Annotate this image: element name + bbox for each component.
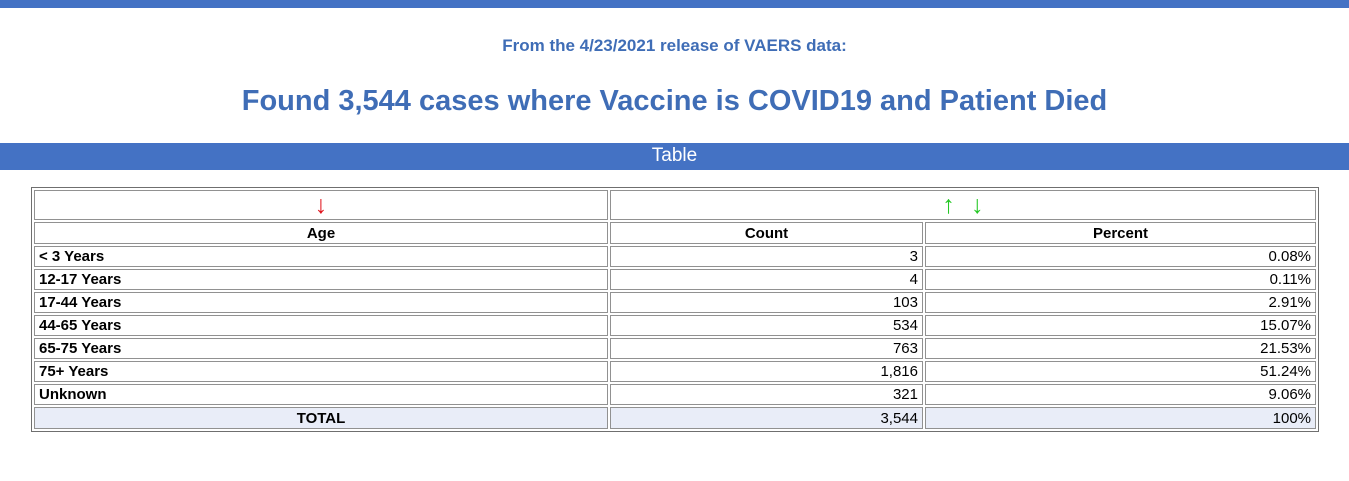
table-row: 65-75 Years 763 21.53% xyxy=(34,338,1317,359)
results-table: ↓ ↑ ↓ Age Count Percent < 3 Years 3 0.08… xyxy=(31,187,1320,432)
table-section-header: Table xyxy=(0,143,1349,170)
percent-value-cell: 21.53% xyxy=(925,338,1317,359)
table-row: 17-44 Years 103 2.91% xyxy=(34,292,1317,313)
table-row: 44-65 Years 534 15.07% xyxy=(34,315,1317,336)
column-header-row: Age Count Percent xyxy=(34,222,1317,244)
release-subtitle: From the 4/23/2021 release of VAERS data… xyxy=(502,36,847,55)
percent-value-cell: 9.06% xyxy=(925,384,1317,405)
count-value-cell: 763 xyxy=(610,338,923,359)
table-row: Unknown 321 9.06% xyxy=(34,384,1317,405)
age-value-cell: < 3 Years xyxy=(34,246,608,267)
age-value-cell: Unknown xyxy=(34,384,608,405)
age-sort-cell: ↓ xyxy=(34,190,608,220)
sort-age-descending-icon[interactable]: ↓ xyxy=(314,191,328,219)
top-accent-bar xyxy=(0,0,1349,8)
age-value-cell: 17-44 Years xyxy=(34,292,608,313)
count-value-cell: 534 xyxy=(610,315,923,336)
page-title: Found 3,544 cases where Vaccine is COVID… xyxy=(241,85,1108,117)
column-header-percent: Percent xyxy=(925,222,1317,244)
age-value-cell: 65-75 Years xyxy=(34,338,608,359)
column-header-age: Age xyxy=(34,222,608,244)
table-row: < 3 Years 3 0.08% xyxy=(34,246,1317,267)
count-value-cell: 4 xyxy=(610,269,923,290)
value-sort-cell: ↑ ↓ xyxy=(610,190,1317,220)
age-value-cell: 12-17 Years xyxy=(34,269,608,290)
total-row: TOTAL 3,544 100% xyxy=(34,407,1317,429)
total-percent-cell: 100% xyxy=(925,407,1317,429)
sort-controls-row: ↓ ↑ ↓ xyxy=(34,190,1317,220)
percent-value-cell: 15.07% xyxy=(925,315,1317,336)
age-value-cell: 44-65 Years xyxy=(34,315,608,336)
table-row: 12-17 Years 4 0.11% xyxy=(34,269,1317,290)
sort-value-ascending-icon[interactable]: ↑ xyxy=(942,191,955,219)
sort-value-descending-icon[interactable]: ↓ xyxy=(971,191,984,219)
total-label-cell: TOTAL xyxy=(34,407,608,429)
count-value-cell: 103 xyxy=(610,292,923,313)
percent-value-cell: 51.24% xyxy=(925,361,1317,382)
percent-value-cell: 2.91% xyxy=(925,292,1317,313)
percent-value-cell: 0.11% xyxy=(925,269,1317,290)
results-table-container: ↓ ↑ ↓ Age Count Percent < 3 Years 3 0.08… xyxy=(31,187,1320,432)
age-value-cell: 75+ Years xyxy=(34,361,608,382)
percent-value-cell: 0.08% xyxy=(925,246,1317,267)
table-section-label: Table xyxy=(651,145,698,166)
column-header-count: Count xyxy=(610,222,923,244)
count-value-cell: 3 xyxy=(610,246,923,267)
count-value-cell: 321 xyxy=(610,384,923,405)
count-value-cell: 1,816 xyxy=(610,361,923,382)
table-row: 75+ Years 1,816 51.24% xyxy=(34,361,1317,382)
total-count-cell: 3,544 xyxy=(610,407,923,429)
table-body: ↓ ↑ ↓ Age Count Percent < 3 Years 3 0.08… xyxy=(34,190,1317,429)
